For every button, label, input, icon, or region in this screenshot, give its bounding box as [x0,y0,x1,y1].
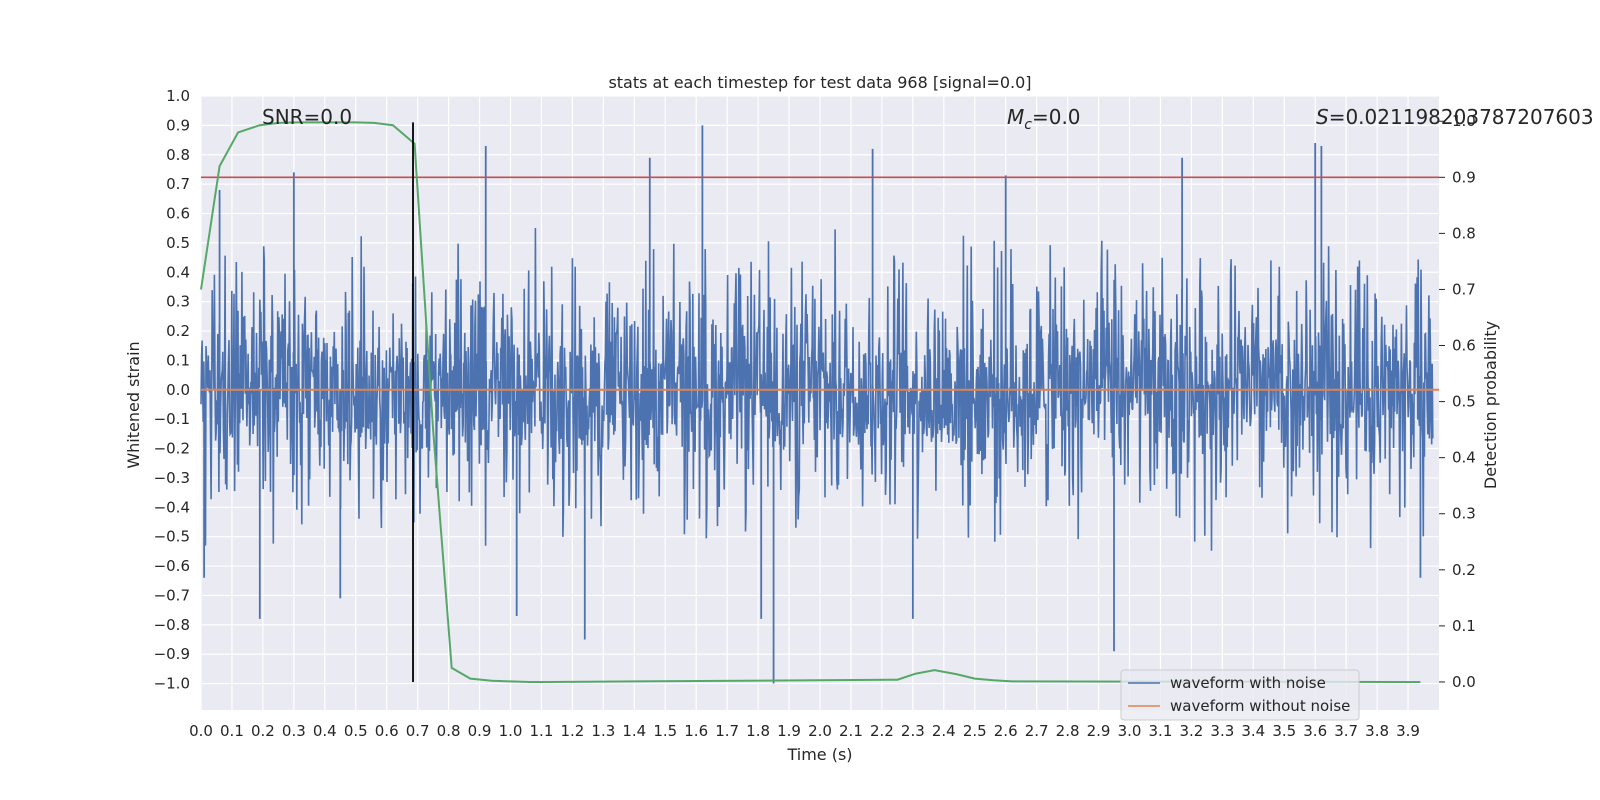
y-tick-label: 0.5 [166,234,190,252]
x-tick-label: 3.6 [1303,722,1327,740]
y2-tick-label: 0.4 [1452,449,1476,467]
y-tick-label: −0.1 [154,410,190,428]
y2-tick-label: 0.2 [1452,561,1476,579]
detection-probability-series [200,121,1421,683]
mc-annotation: Mc=0.0 [1007,105,1081,133]
mc-value: =0.0 [1032,105,1081,129]
legend-label-with-noise: waveform with noise [1170,674,1326,692]
y-tick-label: −0.7 [154,586,190,604]
y2-tick-label: 0.5 [1452,393,1476,411]
s-annotation: S=0.021198203787207603 [1316,105,1594,129]
y-tick-label: −0.8 [154,616,190,634]
x-tick-label: 2.4 [932,722,956,740]
mc-subscript: c [1024,117,1032,133]
y2-tick-label: 0.8 [1452,224,1476,242]
x-tick-label: 2.8 [1056,722,1080,740]
waveform-with-noise-line [200,227,1434,551]
y2-tick-label: 0.6 [1452,337,1476,355]
x-tick-label: 0.5 [344,722,368,740]
x-tick-label: 1.4 [622,722,646,740]
x-tick-label: 1.7 [715,722,739,740]
x-tick-label: 1.6 [684,722,708,740]
y2-tick-label: 1.0 [1452,112,1476,130]
y-tick-label: −0.9 [154,645,190,663]
x-tick-label: 0.1 [220,722,244,740]
y-tick-label: 0.3 [166,293,190,311]
y2-tick-label: 0.0 [1452,673,1476,691]
x-tick-label: 0.3 [282,722,306,740]
x-tick-label: 2.0 [808,722,832,740]
y-tick-label: 0.8 [166,146,190,164]
y-tick-label: 0.6 [166,205,190,223]
x-tick-label: 2.9 [1087,722,1111,740]
x-tick-label: 0.7 [406,722,430,740]
y-tick-label: −0.5 [154,528,190,546]
x-tick-label: 3.8 [1365,722,1389,740]
x-tick-label: 3.5 [1272,722,1296,740]
x-tick-label: 3.1 [1149,722,1173,740]
x-tick-label: 1.1 [530,722,554,740]
x-tick-label: 1.3 [591,722,615,740]
s-symbol: S [1316,105,1329,129]
y-tick-label: 0.4 [166,263,190,281]
y-tick-label: 0.0 [166,381,190,399]
y-axis-label: Whitened strain [124,341,143,468]
legend-box [1120,669,1360,721]
x-axis-label: Time (s) [786,745,852,764]
x-tick-label: 0.4 [313,722,337,740]
x-tick-label: 0.6 [375,722,399,740]
y-tick-label: 0.1 [166,351,190,369]
y2-axis-label: Detection probability [1481,321,1500,489]
mc-symbol: M [1007,105,1024,129]
x-tick-label: 3.9 [1396,722,1420,740]
x-tick-label: 3.2 [1179,722,1203,740]
waveform-with-noise-series [200,125,1434,684]
y-tick-label: −0.4 [154,498,190,516]
x-tick-label: 0.8 [437,722,461,740]
y-tick-label: −1.0 [154,675,190,693]
x-tick-label: 2.1 [839,722,863,740]
y2-tick-label: 0.1 [1452,617,1476,635]
x-tick-label: 2.7 [1025,722,1049,740]
chart-title: stats at each timestep for test data 968… [608,73,1031,92]
y2-tick-label: 0.3 [1452,505,1476,523]
x-tick-label: 1.2 [560,722,584,740]
x-tick-label: 0.2 [251,722,275,740]
detection-probability-line [200,121,1421,683]
x-tick-label: 3.4 [1241,722,1265,740]
x-tick-label: 1.8 [746,722,770,740]
x-axis-ticks: 0.0 0.1 0.2 0.3 0.4 0.5 0.6 0.7 0.8 0.9 1.0 1.1 1.2 1… [189,722,1420,740]
x-tick-label: 2.6 [994,722,1018,740]
x-tick-label: 3.3 [1210,722,1234,740]
x-tick-label: 2.3 [901,722,925,740]
x-tick-label: 1.5 [653,722,677,740]
legend: waveform with noise waveform without noi… [1120,669,1360,721]
y-tick-label: −0.6 [154,557,190,575]
y-tick-label: 1.0 [166,87,190,105]
x-tick-label: 3.0 [1118,722,1142,740]
y2-axis-ticks: 1.0 0.9 0.8 0.7 0.6 0.5 0.4 0.3 0.2 0.1 0.0 [1439,112,1476,691]
y2-tick-label: 0.7 [1452,280,1476,298]
x-tick-label: 1.9 [777,722,801,740]
x-tick-label: 1.0 [499,722,523,740]
x-tick-label: 2.5 [963,722,987,740]
x-tick-label: 3.7 [1334,722,1358,740]
y-tick-label: −0.3 [154,469,190,487]
y-tick-label: 0.7 [166,175,190,193]
x-tick-label: 0.0 [189,722,213,740]
x-tick-label: 0.9 [468,722,492,740]
s-value: =0.021198203787207603 [1329,105,1594,129]
y-tick-label: 0.2 [166,322,190,340]
x-tick-label: 2.2 [870,722,894,740]
snr-annotation: SNR=0.0 [262,105,352,129]
legend-label-without-noise: waveform without noise [1170,697,1350,715]
y-tick-label: −0.2 [154,440,190,458]
y-tick-label: 0.9 [166,116,190,134]
y-axis-ticks: 1.0 0.9 0.8 0.7 0.6 0.5 0.4 0.3 0.2 0.1 0.0 −0.1 −0.… [154,87,190,693]
y2-tick-label: 0.9 [1452,168,1476,186]
